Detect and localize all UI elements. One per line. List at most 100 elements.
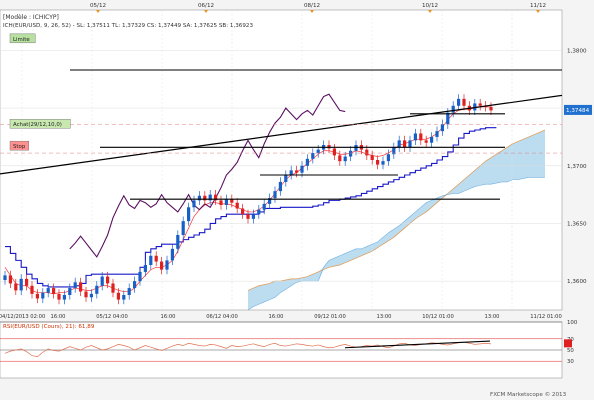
candle-body [327, 145, 331, 149]
candle-body [408, 140, 412, 148]
candle-body [246, 214, 250, 219]
candle-body [25, 278, 29, 286]
watermark: FXCM Marketscope © 2013 [490, 391, 567, 398]
oscillator-label: RSI(EUR/USD (Cours), 21): 61,89 [3, 324, 95, 330]
senkou-a-line [247, 129, 546, 291]
candle-body [241, 208, 245, 215]
candle-body [289, 170, 293, 175]
ichimoku-cloud [248, 130, 545, 310]
date-marker-icon [204, 10, 208, 13]
x-tick-bottom-label: 16:00 [161, 314, 176, 320]
candle-body [376, 160, 380, 165]
level-label-box [9, 140, 29, 151]
candle-body [143, 265, 147, 272]
candle-body [430, 136, 434, 143]
osc-tick-label: 100 [567, 320, 578, 326]
osc-tick-label: 30 [567, 359, 574, 365]
candle-body [111, 283, 115, 293]
candle-body [116, 292, 120, 300]
x-tick-bottom-label: 10/12 01:00 [422, 314, 454, 320]
symbol-label: [Modèle : ICHICYP] [3, 14, 59, 21]
candle-body [19, 278, 23, 291]
candle-body [160, 261, 164, 270]
x-tick-bottom-label: 16:00 [51, 314, 66, 320]
candle-body [446, 112, 450, 125]
x-tick-top-label: 11/12 [530, 3, 546, 9]
candle-body [106, 276, 110, 284]
candle-body [165, 260, 169, 270]
candle-body [365, 149, 369, 156]
candle-body [197, 195, 201, 201]
candle-body [343, 156, 347, 162]
level-label: Stop [13, 144, 26, 150]
x-tick-bottom-label: 09/12 01:00 [314, 314, 346, 320]
date-marker-icon [310, 10, 314, 13]
candle-body [278, 181, 282, 192]
candle-body [68, 288, 72, 295]
candle-body [284, 175, 288, 182]
candle-body [457, 98, 461, 106]
candle-body [397, 140, 401, 148]
candle-body [138, 271, 142, 282]
price-tag [564, 104, 592, 115]
y-tick-label: 1,3800 [567, 48, 587, 54]
candle-body [187, 207, 191, 222]
candle-body [176, 235, 180, 249]
candle-body [262, 203, 266, 210]
candle-body [419, 133, 423, 141]
candle-body [235, 202, 239, 209]
x-tick-bottom-label: 05/12 04:00 [96, 314, 128, 320]
candle-body [230, 199, 234, 203]
x-tick-top-label: 06/12 [198, 3, 214, 9]
candle-body [170, 248, 174, 261]
candle-body [57, 293, 61, 300]
candle-body [3, 275, 7, 280]
x-tick-bottom-label: 11/12 01:00 [530, 314, 562, 320]
osc-tick-label: 50 [567, 348, 574, 354]
candle-body [52, 288, 56, 294]
candle-body [84, 291, 88, 298]
candle-body [46, 288, 50, 293]
candle-body [127, 288, 131, 295]
candle-body [100, 276, 104, 286]
x-tick-bottom-label: 13:00 [377, 314, 392, 320]
candle-body [181, 221, 185, 235]
candle-body [440, 124, 444, 132]
candle-body [8, 275, 12, 284]
candle-body [208, 194, 212, 201]
candle-body [224, 199, 228, 205]
senkou-b-line [247, 177, 545, 311]
candle-body [462, 98, 466, 106]
rsi-trendline [344, 340, 491, 349]
x-tick-bottom-label: 04/12/2013 02:00 [0, 314, 45, 320]
candle-body [305, 158, 309, 166]
candle-body [413, 133, 417, 141]
x-tick-bottom-label: 16:00 [269, 314, 284, 320]
candle-body [381, 161, 385, 165]
candle-body [257, 209, 261, 215]
candle-body [219, 200, 223, 205]
candle-body [332, 148, 336, 156]
date-marker-icon [96, 10, 100, 13]
candle-body [424, 140, 428, 143]
rsi-value-marker [564, 339, 572, 348]
x-tick-top-label: 08/12 [304, 3, 320, 9]
x-tick-top-label: 10/12 [422, 3, 438, 9]
candle-body [489, 106, 493, 111]
candle-body [251, 214, 255, 219]
candle-body [14, 283, 18, 291]
candle-body [300, 165, 304, 173]
candle-body [203, 195, 207, 201]
candle-body [41, 292, 45, 299]
candle-body [192, 200, 196, 208]
candle-body [316, 149, 320, 154]
price-tag-label: 1,37484 [566, 108, 590, 114]
candle-body [35, 293, 39, 299]
candle-body [268, 198, 272, 204]
candle-body [73, 282, 77, 289]
y-tick-label: 1,3700 [567, 164, 587, 170]
candle-body [392, 147, 396, 155]
level-label-box [9, 119, 71, 129]
